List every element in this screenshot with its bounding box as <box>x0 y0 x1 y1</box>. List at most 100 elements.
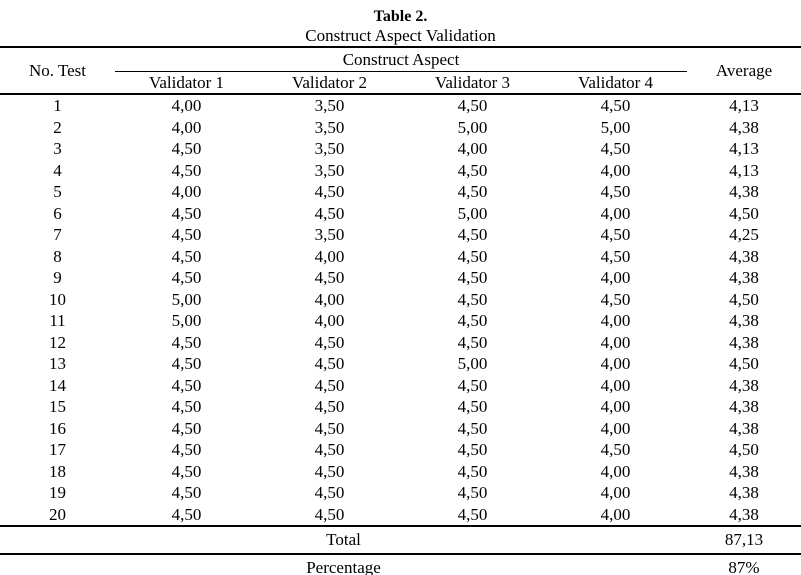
table-header: No. Test Construct Aspect Average Valida… <box>0 47 801 95</box>
percentage-value-cell: 87% <box>687 553 801 575</box>
table-title: Table 2. <box>373 8 428 25</box>
table-row: 18 4,50 4,50 4,50 4,00 4,38 <box>0 461 801 483</box>
cell-validator-4: 4,00 <box>600 375 631 395</box>
cell-average: 4,38 <box>729 117 759 137</box>
cell-average: 4,38 <box>729 461 759 481</box>
table-row: 11 5,00 4,00 4,50 4,00 4,38 <box>0 310 801 332</box>
table-row: 16 4,50 4,50 4,50 4,00 4,38 <box>0 418 801 440</box>
cell-validator-4: 4,00 <box>600 160 631 180</box>
cell-validator-3: 4,50 <box>457 375 488 395</box>
cell-validator-1: 4,50 <box>171 139 202 158</box>
cell-average: 4,50 <box>729 440 759 459</box>
cell-validator-1: 4,50 <box>171 268 202 287</box>
cell-validator-1: 4,50 <box>171 504 202 524</box>
cell-validator-2: 3,50 <box>314 117 345 137</box>
cell-validator-2: 4,50 <box>314 418 345 438</box>
cell-average: 4,38 <box>729 268 759 287</box>
table-subtitle: Construct Aspect Validation <box>305 26 496 45</box>
cell-validator-2: 4,50 <box>314 332 345 352</box>
header-construct-aspect: Construct Aspect <box>115 47 688 72</box>
cell-test-number: 10 <box>49 289 66 309</box>
percentage-row: Percentage 87% <box>0 553 801 575</box>
cell-validator-4: 4,50 <box>600 225 631 244</box>
cell-average: 4,38 <box>729 332 759 352</box>
validation-table: No. Test Construct Aspect Average Valida… <box>0 46 801 575</box>
cell-average: 4,38 <box>729 397 759 416</box>
percentage-label-cell: Percentage <box>0 553 688 575</box>
cell-average: 4,13 <box>729 139 759 158</box>
table-row: 10 5,00 4,00 4,50 4,50 4,50 <box>0 289 801 311</box>
cell-validator-4: 4,00 <box>600 397 631 416</box>
cell-validator-1: 4,50 <box>171 203 202 223</box>
cell-validator-3: 4,50 <box>457 397 488 416</box>
cell-validator-1: 4,50 <box>171 483 202 502</box>
cell-validator-1: 5,00 <box>171 311 202 330</box>
header-validator-2: Validator 2 <box>258 71 401 95</box>
cell-average: 4,13 <box>729 96 759 115</box>
cell-validator-4: 4,50 <box>600 139 631 158</box>
table-row: 8 4,50 4,00 4,50 4,50 4,38 <box>0 246 801 268</box>
cell-validator-3: 4,50 <box>457 461 488 481</box>
table-footer: Total 87,13 Percentage 87% <box>0 525 801 575</box>
cell-validator-2: 4,00 <box>314 289 345 309</box>
table-row: 1 4,00 3,50 4,50 4,50 4,13 <box>0 94 801 117</box>
cell-average: 4,38 <box>729 504 759 524</box>
table-row: 4 4,50 3,50 4,50 4,00 4,13 <box>0 160 801 182</box>
cell-validator-2: 4,50 <box>314 461 345 481</box>
cell-validator-1: 4,00 <box>171 117 202 137</box>
cell-validator-3: 4,50 <box>457 160 488 180</box>
header-row-validators: Validator 1 Validator 2 Validator 3 Vali… <box>0 71 801 95</box>
cell-average: 4,38 <box>729 483 759 502</box>
cell-validator-2: 3,50 <box>314 160 345 180</box>
table-row: 6 4,50 4,50 5,00 4,00 4,50 <box>0 203 801 225</box>
cell-test-number: 1 <box>53 96 62 115</box>
cell-validator-2: 3,50 <box>314 139 345 158</box>
cell-average: 4,13 <box>729 160 759 180</box>
table-row: 7 4,50 3,50 4,50 4,50 4,25 <box>0 224 801 246</box>
cell-validator-2: 4,50 <box>314 440 345 459</box>
table-row: 19 4,50 4,50 4,50 4,00 4,38 <box>0 482 801 504</box>
cell-test-number: 14 <box>49 375 66 395</box>
cell-average: 4,38 <box>729 375 759 395</box>
total-value-cell: 87,13 <box>687 525 801 554</box>
cell-validator-3: 4,50 <box>457 483 488 502</box>
cell-validator-2: 4,50 <box>314 354 345 373</box>
cell-test-number: 4 <box>53 160 62 180</box>
cell-validator-2: 4,50 <box>314 504 345 524</box>
cell-test-number: 16 <box>49 418 66 438</box>
cell-validator-3: 4,50 <box>457 289 488 309</box>
cell-validator-3: 5,00 <box>457 203 488 223</box>
cell-validator-3: 4,50 <box>457 96 488 115</box>
cell-validator-4: 4,00 <box>600 332 631 352</box>
cell-validator-2: 4,50 <box>314 203 345 223</box>
total-label-cell: Total <box>0 525 688 554</box>
table-body: 1 4,00 3,50 4,50 4,50 4,13 2 4,00 3,50 5… <box>0 94 801 526</box>
cell-test-number: 7 <box>53 225 62 244</box>
cell-validator-4: 4,00 <box>600 461 631 481</box>
cell-validator-1: 4,50 <box>171 246 202 266</box>
cell-validator-3: 5,00 <box>457 117 488 137</box>
table-row: 20 4,50 4,50 4,50 4,00 4,38 <box>0 504 801 527</box>
cell-test-number: 3 <box>53 139 62 158</box>
table-row: 17 4,50 4,50 4,50 4,50 4,50 <box>0 439 801 461</box>
table-row: 2 4,00 3,50 5,00 5,00 4,38 <box>0 117 801 139</box>
cell-validator-2: 4,50 <box>314 268 345 287</box>
cell-validator-2: 3,50 <box>314 225 345 244</box>
cell-validator-2: 3,50 <box>314 96 345 115</box>
cell-validator-4: 4,00 <box>600 418 631 438</box>
cell-validator-4: 4,00 <box>600 354 631 373</box>
cell-validator-4: 4,50 <box>600 182 631 201</box>
cell-validator-4: 4,00 <box>600 483 631 502</box>
cell-validator-1: 4,50 <box>171 332 202 352</box>
cell-validator-2: 4,50 <box>314 182 345 201</box>
cell-test-number: 18 <box>49 461 66 481</box>
cell-average: 4,25 <box>729 225 759 244</box>
cell-validator-2: 4,50 <box>314 375 345 395</box>
cell-validator-3: 4,50 <box>457 440 488 459</box>
cell-test-number: 17 <box>49 440 66 459</box>
cell-validator-4: 4,00 <box>600 504 631 524</box>
cell-validator-4: 4,50 <box>600 289 631 309</box>
cell-validator-2: 4,00 <box>314 311 345 330</box>
header-validator-3: Validator 3 <box>401 71 544 95</box>
